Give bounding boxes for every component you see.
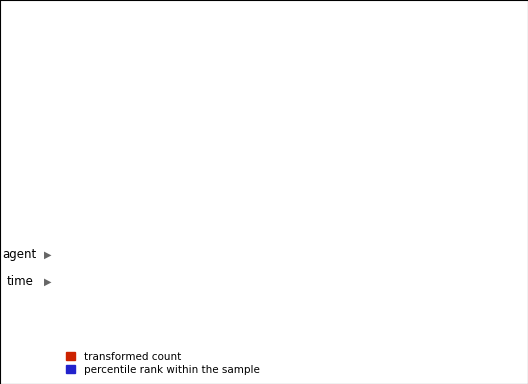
Bar	[216, 174, 221, 217]
Bar	[151, 65, 171, 217]
Bar	[319, 23, 347, 217]
Bar	[72, 209, 78, 217]
Bar	[273, 202, 278, 217]
Bar	[89, 23, 118, 217]
Bar	[290, 23, 319, 217]
Bar	[433, 23, 462, 217]
Bar	[352, 180, 372, 217]
Bar	[323, 209, 343, 217]
Bar	[417, 213, 421, 217]
Bar	[61, 23, 89, 217]
Bar	[93, 80, 114, 217]
Bar	[158, 58, 164, 217]
Legend: transformed count, percentile rank within the sample: transformed count, percentile rank withi…	[66, 352, 259, 375]
Bar	[122, 118, 143, 217]
Bar	[388, 66, 393, 217]
Bar	[244, 198, 250, 217]
Bar	[261, 23, 290, 217]
Bar	[118, 23, 147, 217]
Bar	[438, 207, 458, 217]
Bar	[175, 23, 204, 217]
Bar	[302, 194, 307, 217]
Text: control: control	[112, 248, 153, 261]
Text: 15 hrs: 15 hrs	[314, 275, 352, 288]
Bar	[209, 150, 229, 217]
Bar	[331, 209, 336, 217]
Bar	[290, 269, 376, 294]
Text: GDS4408 / 1440114_x_at: GDS4408 / 1440114_x_at	[61, 7, 238, 21]
Bar	[380, 50, 400, 217]
Bar	[376, 23, 404, 217]
Text: 24 hrs: 24 hrs	[400, 275, 438, 288]
Bar	[180, 45, 200, 217]
Bar	[359, 188, 364, 217]
Bar	[204, 269, 290, 294]
Text: agent: agent	[3, 248, 37, 261]
Bar	[347, 23, 376, 217]
Bar	[65, 194, 85, 217]
Text: ▶: ▶	[44, 276, 51, 286]
Bar	[187, 46, 192, 217]
Bar	[61, 269, 204, 294]
Bar	[130, 139, 135, 217]
Text: time: time	[6, 275, 33, 288]
Bar	[266, 177, 286, 217]
Bar	[409, 211, 429, 217]
Bar	[204, 23, 233, 217]
Text: DETA-NONOate: DETA-NONOate	[288, 248, 378, 261]
Bar	[233, 23, 261, 217]
Bar	[376, 269, 462, 294]
Bar	[204, 242, 462, 267]
Bar	[101, 77, 106, 217]
Bar	[404, 23, 433, 217]
Bar	[61, 242, 204, 267]
Text: control: control	[112, 275, 153, 288]
Text: ▶: ▶	[44, 249, 51, 260]
Bar	[237, 205, 257, 217]
Bar	[147, 23, 175, 217]
Bar	[445, 205, 450, 217]
Bar	[294, 194, 314, 217]
Text: 8 hrs: 8 hrs	[232, 275, 262, 288]
